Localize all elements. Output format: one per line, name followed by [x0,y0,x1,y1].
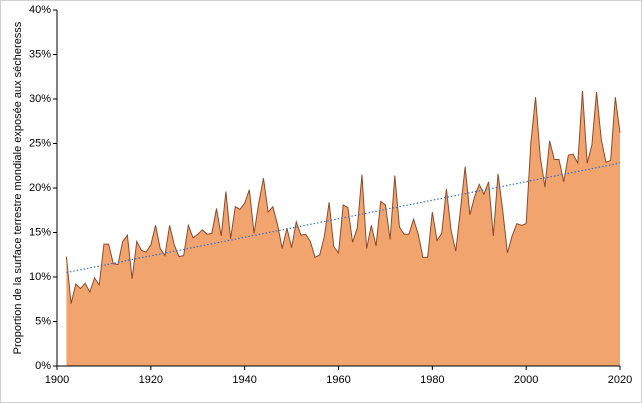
x-tick-label: 2000 [514,374,538,386]
x-tick-label: 1940 [232,374,256,386]
x-tick-label: 2020 [608,374,632,386]
y-tick-label: 40% [29,4,51,16]
y-tick-label: 10% [29,271,51,283]
y-tick-label: 35% [29,48,51,60]
x-tick-label: 1900 [45,374,69,386]
y-axis-label: Proportion de la surface terrestre mondi… [12,21,24,354]
y-tick-label: 20% [29,182,51,194]
x-tick-label: 1920 [139,374,163,386]
x-tick-label: 1980 [420,374,444,386]
area [66,90,621,367]
y-tick-label: 15% [29,226,51,238]
y-tick-label: 30% [29,93,51,105]
y-tick-label: 5% [35,315,51,327]
trend-line [66,162,621,274]
area-line [65,90,621,304]
y-tick-label: 0% [35,360,51,372]
y-tick-label: 25% [29,137,51,149]
x-tick-label: 1960 [326,374,350,386]
